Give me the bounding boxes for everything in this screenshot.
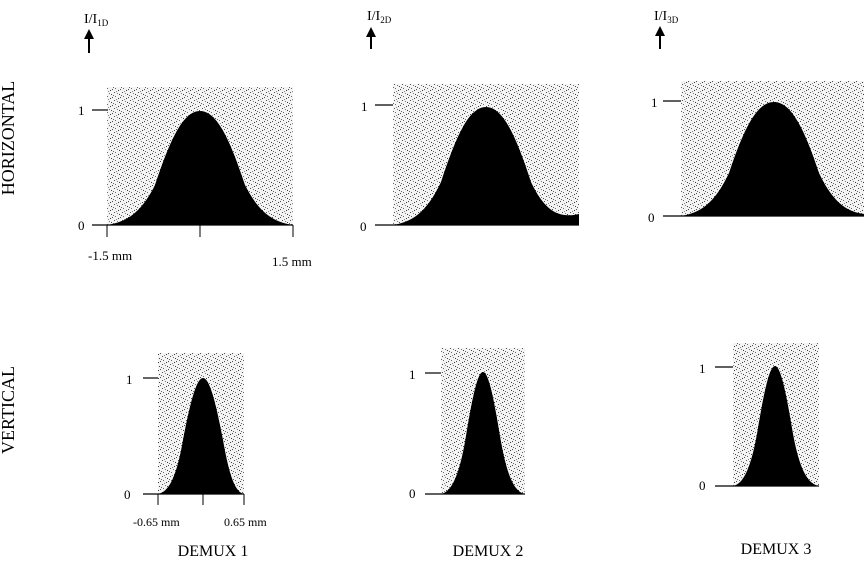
tick-label-one: 1	[699, 361, 706, 376]
tick-label-one: 1	[651, 95, 658, 110]
column-demux-3: I/I3D 1 0 1 0 DEMUX 3	[648, 9, 864, 558]
horizontal-profile-3: 1 0	[648, 81, 864, 225]
y-axis-label-base: I/I	[84, 12, 98, 27]
y-axis-label-subscript: 1D	[97, 18, 109, 28]
x-axis-right-label: 1.5 mm	[272, 254, 312, 269]
horizontal-profile-2: 1 0	[360, 84, 579, 234]
y-axis-label-2: I/I2D	[366, 9, 392, 49]
x-axis-left-label: -0.65 mm	[133, 515, 180, 529]
y-axis-label-base: I/I	[654, 9, 668, 24]
vertical-profile-1: 1 0 -0.65 mm 0.65 mm	[124, 353, 267, 529]
svg-text:I/I1D: I/I1D	[84, 12, 109, 28]
profile-curve	[733, 366, 819, 486]
row-label-vertical: VERTICAL	[0, 366, 18, 454]
profile-curve	[158, 378, 244, 494]
y-axis-label-subscript: 3D	[667, 15, 679, 25]
profile-curve	[441, 372, 525, 494]
y-axis-label-base: I/I	[367, 9, 381, 24]
column-label-demux-2: DEMUX 2	[453, 543, 524, 560]
tick-label-zero: 0	[409, 486, 416, 501]
y-axis-label-3: I/I3D	[654, 9, 679, 49]
tick-label-zero: 0	[78, 218, 85, 233]
tick-label-zero: 0	[699, 478, 706, 493]
row-label-horizontal: HORIZONTAL	[0, 81, 18, 196]
tick-label-zero: 0	[124, 487, 131, 502]
horizontal-profile-1: 1 0 -1.5 mm 1.5 mm	[78, 87, 312, 269]
tick-label-one: 1	[409, 367, 416, 382]
vertical-profile-2: 1 0	[409, 348, 525, 501]
profile-curve	[393, 107, 579, 225]
y-axis-label-subscript: 2D	[380, 15, 392, 25]
x-axis-left-label: -1.5 mm	[88, 248, 132, 263]
svg-text:I/I2D: I/I2D	[367, 9, 392, 25]
tick-label-zero: 0	[648, 210, 655, 225]
column-label-demux-3: DEMUX 3	[741, 541, 812, 558]
tick-label-one: 1	[361, 99, 368, 114]
up-arrow-icon	[84, 29, 94, 53]
y-axis-label-1: I/I1D	[84, 12, 109, 53]
column-demux-1: I/I1D 1 0 -1.5 mm 1.5 mm 1	[78, 12, 312, 560]
up-arrow-icon	[655, 26, 665, 49]
tick-label-one: 1	[78, 103, 85, 118]
tick-label-one: 1	[126, 372, 133, 387]
vertical-profile-3: 1 0	[699, 343, 819, 493]
tick-label-zero: 0	[360, 219, 367, 234]
svg-text:I/I3D: I/I3D	[654, 9, 679, 25]
column-demux-2: I/I2D 1 0 1 0 DEMUX 2	[360, 9, 579, 560]
x-axis-right-label: 0.65 mm	[224, 515, 267, 529]
column-label-demux-1: DEMUX 1	[178, 543, 249, 560]
up-arrow-icon	[366, 27, 376, 49]
profile-curve	[681, 102, 864, 216]
profile-curve	[107, 111, 293, 225]
